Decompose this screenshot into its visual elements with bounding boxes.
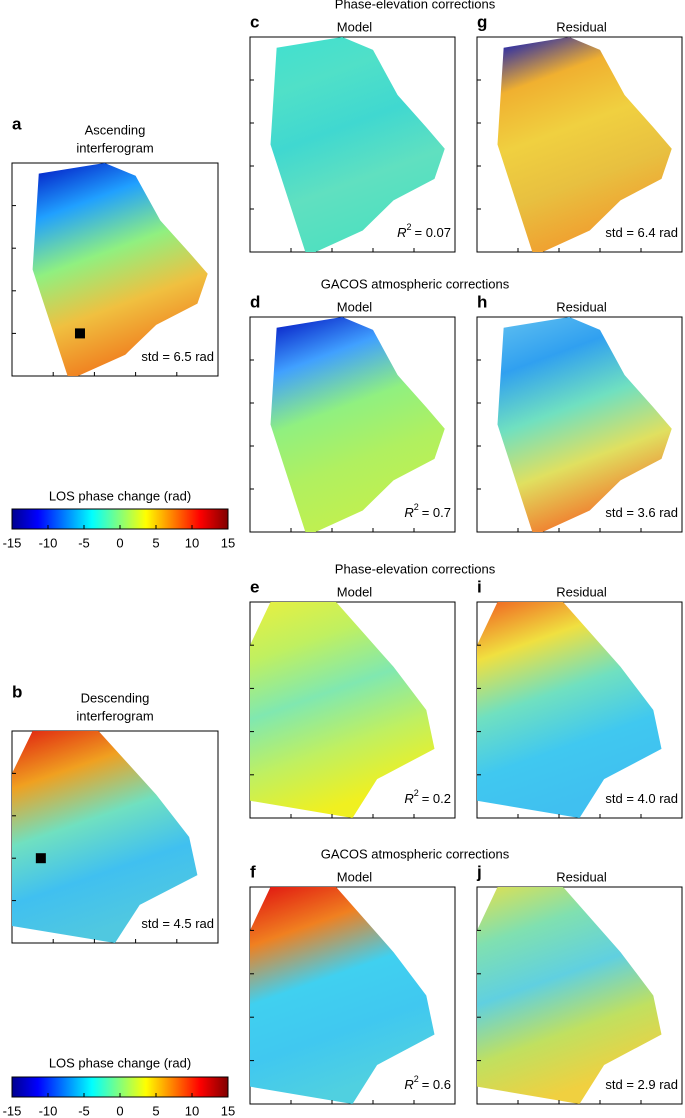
stat-variable: R xyxy=(404,1077,413,1092)
stat-exponent: 2 xyxy=(414,502,419,512)
panel-stat: std = 2.9 rad xyxy=(605,1077,678,1092)
colorbar-tick-label: -10 xyxy=(39,535,58,550)
stat-variable: R xyxy=(404,791,413,806)
section-title: Phase-elevation corrections xyxy=(335,561,496,576)
panel-title: Residual xyxy=(556,869,607,884)
panel-title: Residual xyxy=(556,19,607,34)
colorbar-tick-label: 15 xyxy=(221,535,235,550)
colorbar-tick-label: 0 xyxy=(116,535,123,550)
map-image xyxy=(270,317,445,532)
stat-variable: R xyxy=(404,505,413,520)
stat-value: std = 2.9 rad xyxy=(605,1077,678,1092)
panel-stat: R2 = 0.6 xyxy=(404,1074,451,1092)
colorbar-title: LOS phase change (rad) xyxy=(49,1055,191,1070)
stat-value: = 0.07 xyxy=(414,225,451,240)
panel-label: c xyxy=(250,12,259,31)
panel-title: Model xyxy=(337,869,373,884)
panel-label: f xyxy=(250,862,256,881)
section-title: GACOS atmospheric corrections xyxy=(321,276,510,291)
reference-point xyxy=(35,853,46,864)
stat-value: = 0.6 xyxy=(422,1077,451,1092)
stat-exponent: 2 xyxy=(414,1074,419,1084)
map-image xyxy=(497,37,672,252)
colorbar-title: LOS phase change (rad) xyxy=(49,488,191,503)
colorbar-tick-label: -10 xyxy=(39,1103,58,1118)
stat-value: = 0.2 xyxy=(422,791,451,806)
stat-value: std = 4.0 rad xyxy=(605,791,678,806)
panel-label: e xyxy=(250,577,259,596)
map-image xyxy=(12,731,198,943)
panel-title: Model xyxy=(337,299,373,314)
panel-title: Model xyxy=(337,19,373,34)
panel-title: Residual xyxy=(556,299,607,314)
colorbar-tick-label: 10 xyxy=(185,1103,199,1118)
map-image xyxy=(477,887,662,1104)
panel-subtitle: interferogram xyxy=(76,708,153,723)
panel-stat: std = 4.5 rad xyxy=(141,916,214,931)
stat-exponent: 2 xyxy=(414,788,419,798)
map-image xyxy=(250,887,435,1104)
panel-label: a xyxy=(12,114,22,133)
panel-label: g xyxy=(477,12,487,31)
colorbar-tick-label: 0 xyxy=(116,1103,123,1118)
panel-stat: std = 4.0 rad xyxy=(605,791,678,806)
stat-exponent: 2 xyxy=(406,222,411,232)
colorbar-tick-label: -15 xyxy=(3,535,22,550)
map-image xyxy=(32,163,208,376)
colorbar-tick-label: 10 xyxy=(185,535,199,550)
stat-value: std = 4.5 rad xyxy=(141,916,214,931)
panel-label: b xyxy=(12,682,22,701)
reference-point xyxy=(74,328,85,339)
map-image xyxy=(270,37,445,252)
panel-label: d xyxy=(250,292,260,311)
panel-title: Descending xyxy=(81,690,150,705)
stat-variable: R xyxy=(397,225,406,240)
colorbar-tick-label: -5 xyxy=(78,535,90,550)
map-image xyxy=(497,317,672,532)
colorbar-tick-label: 15 xyxy=(221,1103,235,1118)
panel-stat: R2 = 0.07 xyxy=(397,222,451,240)
stat-value: std = 6.4 rad xyxy=(605,225,678,240)
map-image xyxy=(477,602,662,818)
panel-stat: R2 = 0.2 xyxy=(404,788,451,806)
panel-label: h xyxy=(477,292,487,311)
panel-title: Model xyxy=(337,584,373,599)
panel-title: Residual xyxy=(556,584,607,599)
map-image xyxy=(250,602,435,818)
panel-stat: std = 6.4 rad xyxy=(605,225,678,240)
panel-stat: std = 6.5 rad xyxy=(141,349,214,364)
panel-subtitle: interferogram xyxy=(76,140,153,155)
panel-title: Ascending xyxy=(85,122,146,137)
panel-stat: R2 = 0.7 xyxy=(404,502,451,520)
colorbar-tick-label: 5 xyxy=(152,535,159,550)
panel-label: i xyxy=(477,577,482,596)
colorbar-tick-label: -15 xyxy=(3,1103,22,1118)
panel-stat: std = 3.6 rad xyxy=(605,505,678,520)
section-title: Phase-elevation corrections xyxy=(335,0,496,11)
panel-label: j xyxy=(476,862,482,881)
stat-value: = 0.7 xyxy=(422,505,451,520)
stat-value: std = 6.5 rad xyxy=(141,349,214,364)
colorbar-tick-label: -5 xyxy=(78,1103,90,1118)
colorbar-tick-label: 5 xyxy=(152,1103,159,1118)
section-title: GACOS atmospheric corrections xyxy=(321,846,510,861)
stat-value: std = 3.6 rad xyxy=(605,505,678,520)
